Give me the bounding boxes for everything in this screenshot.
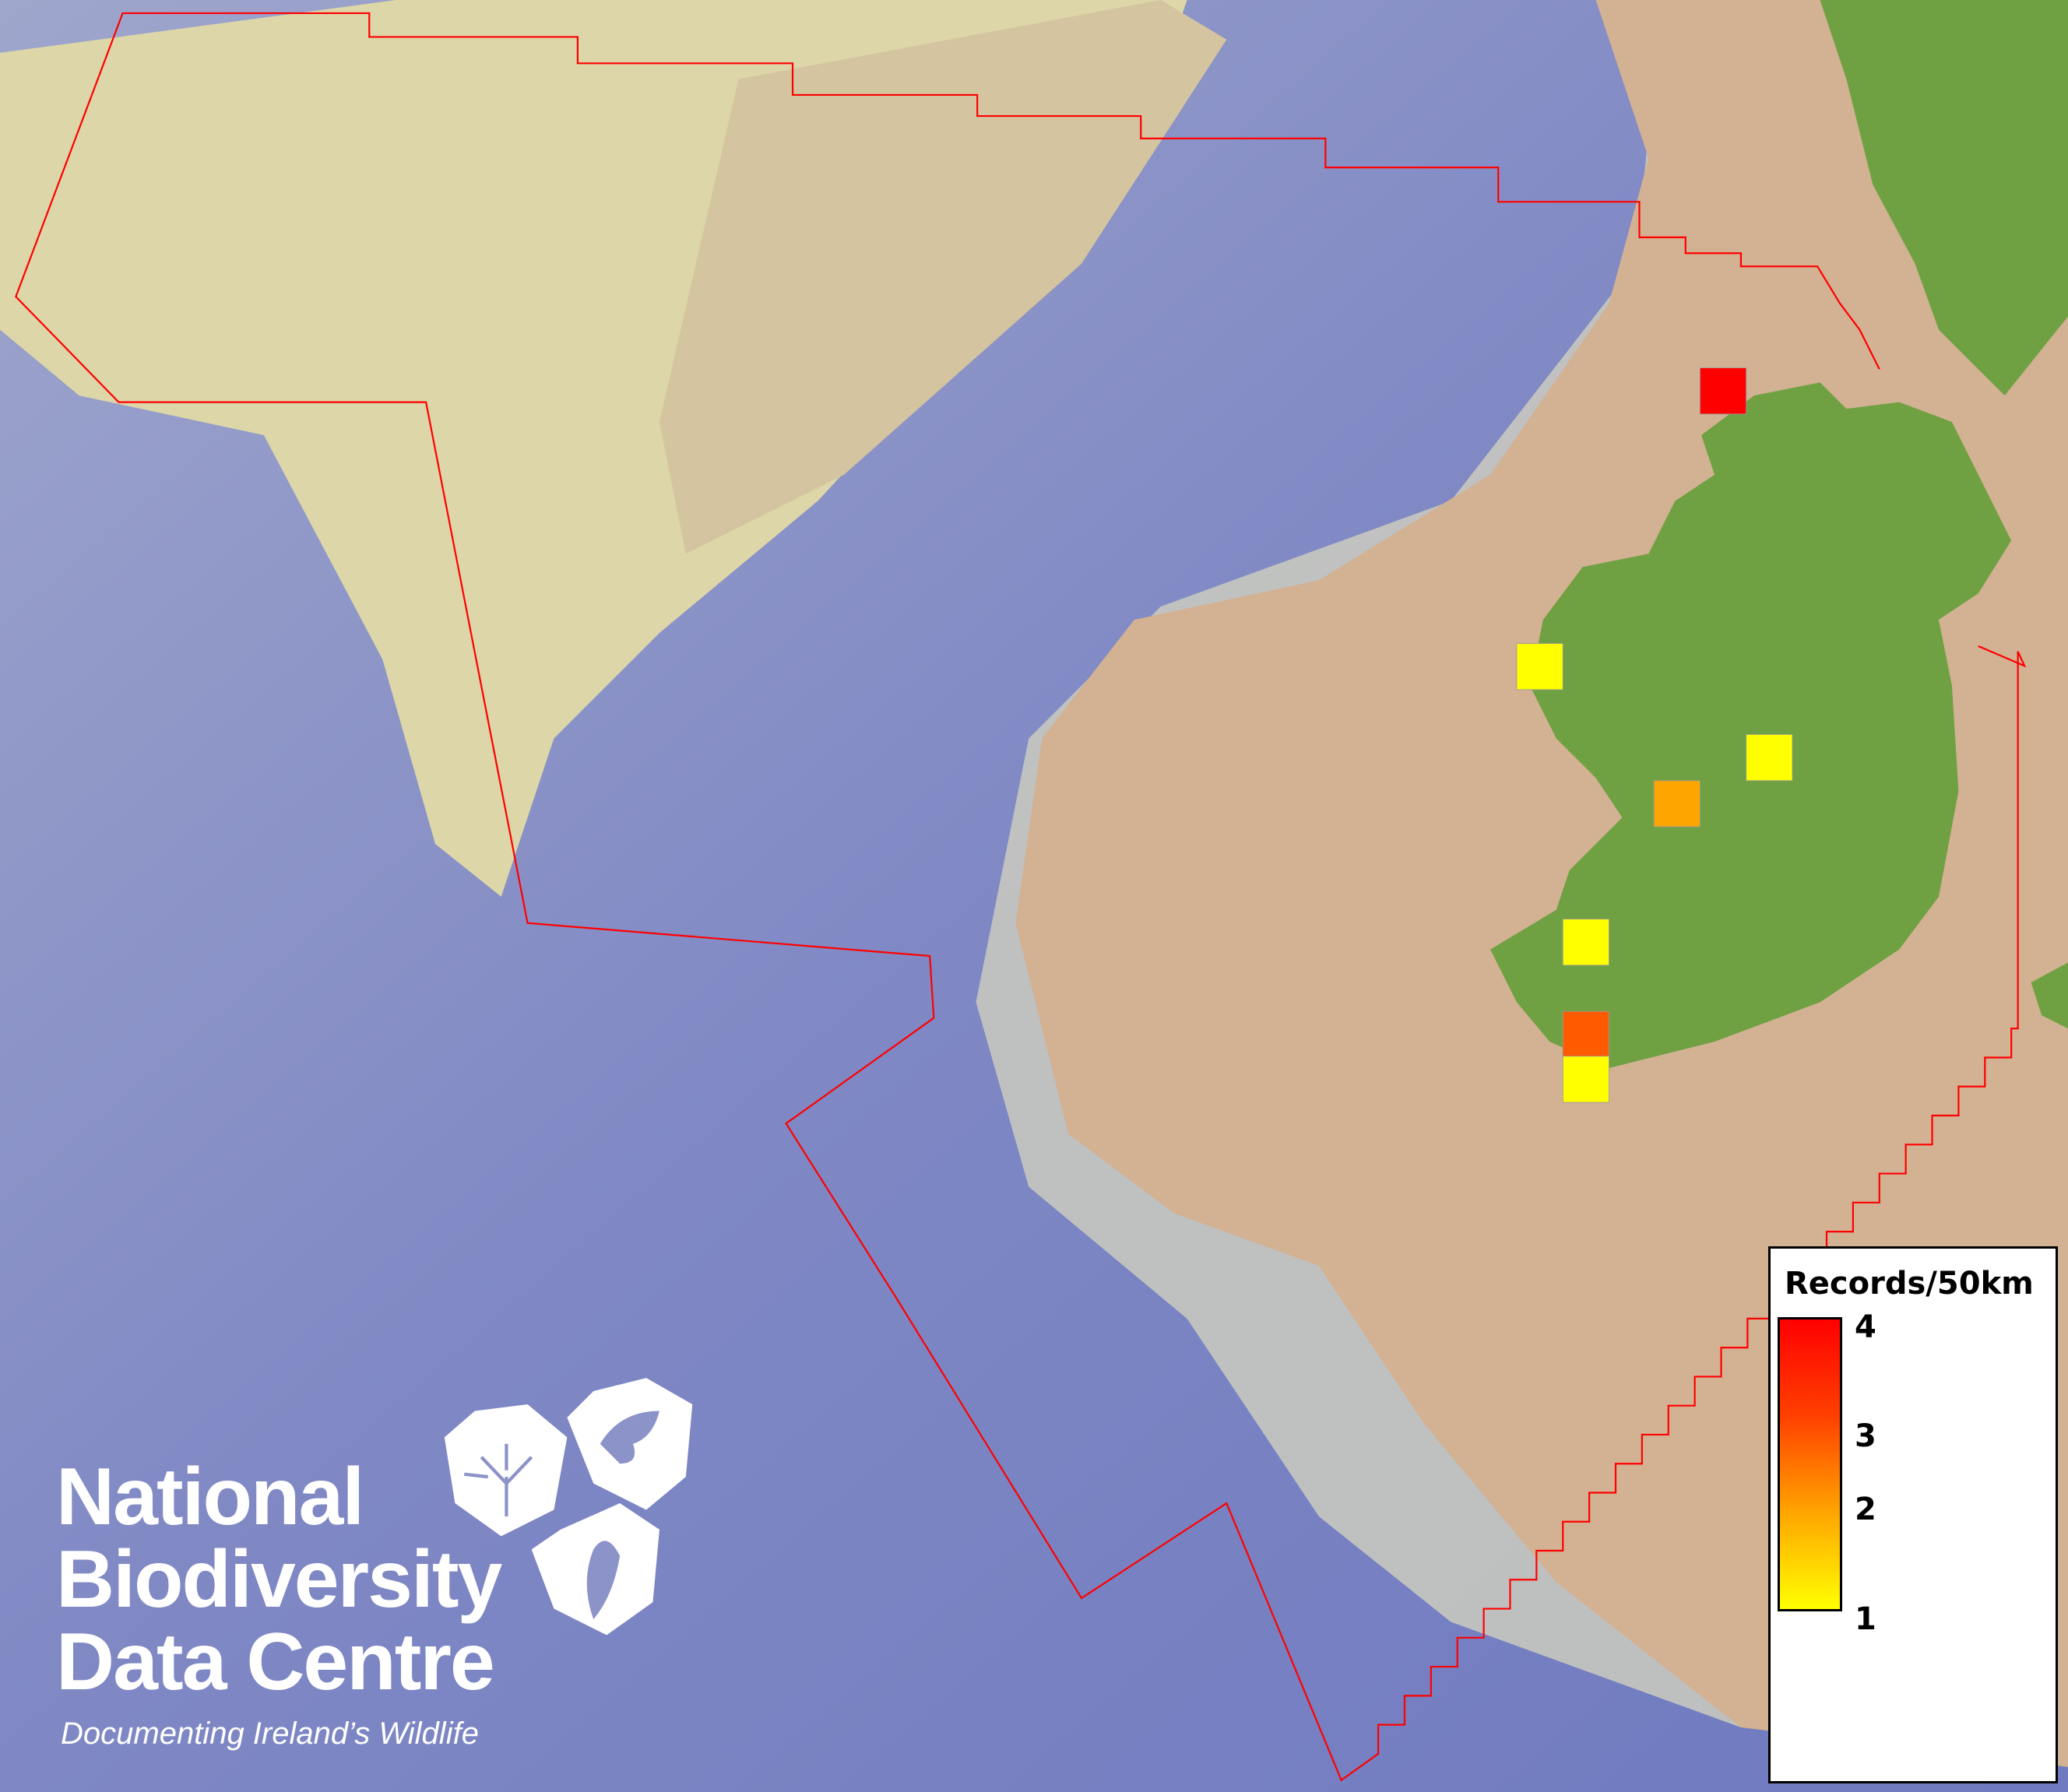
legend-color-ramp: [1778, 1317, 1842, 1611]
grid-cell-value-2[interactable]: [1653, 780, 1700, 827]
logo-line-1: National: [56, 1452, 364, 1542]
porcupine-bank: [659, 0, 1227, 554]
land-wales: [2031, 962, 2068, 1029]
legend-title: Records/50km: [1785, 1266, 2034, 1302]
ndbc-logo-icons: [444, 1378, 693, 1636]
logo-tagline: Documenting Ireland’s Wildlife: [61, 1716, 479, 1751]
grid-cell-value-1[interactable]: [1516, 643, 1563, 690]
grid-cell-value-1[interactable]: [1746, 734, 1793, 782]
land-scotland: [1820, 0, 2068, 396]
legend-tick-1: 1: [1855, 1601, 1876, 1637]
grid-cell-value-4[interactable]: [1699, 367, 1747, 415]
logo-line-2: Biodiversity: [56, 1534, 502, 1625]
eez-boundary-line: [15, 12, 2027, 1782]
grid-cell-value-1[interactable]: [1562, 1056, 1609, 1103]
grid-cells: [1516, 367, 1793, 1103]
legend-tick-3: 3: [1855, 1418, 1876, 1454]
grid-cell-value-1[interactable]: [1562, 919, 1609, 966]
land-ireland: [1490, 382, 2012, 1069]
grid-cell-value-3[interactable]: [1562, 1010, 1609, 1058]
ndbc-logo-wordmark: National Biodiversity Data Centre: [56, 1452, 502, 1707]
legend-tick-4: 4: [1855, 1309, 1876, 1345]
legend: Records/50km 4 3 2 1: [1768, 1246, 2058, 1783]
legend-tick-2: 2: [1855, 1492, 1876, 1527]
logo-line-3: Data Centre: [56, 1617, 495, 1707]
